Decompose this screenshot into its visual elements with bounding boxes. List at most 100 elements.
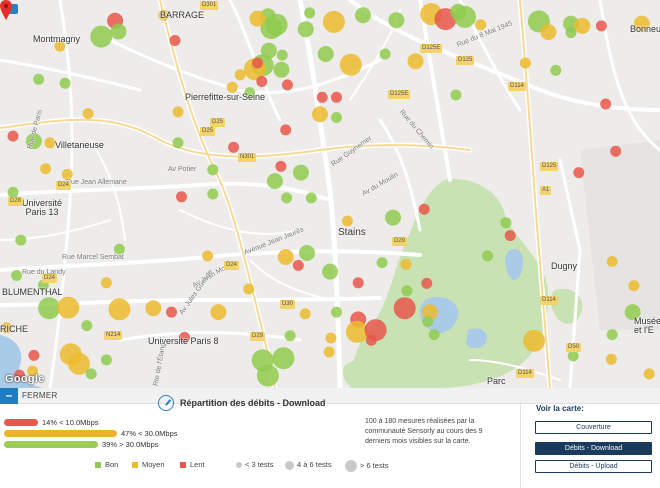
measurement-dot-bon[interactable]: [265, 13, 288, 36]
measurement-dot-bon[interactable]: [450, 89, 462, 101]
measurement-dot-moyen[interactable]: [574, 17, 591, 34]
measurement-dot-moyen[interactable]: [407, 53, 424, 70]
measurement-dot-moyen[interactable]: [400, 258, 412, 270]
measurement-dot-lent[interactable]: [281, 79, 293, 91]
measurement-dot-lent[interactable]: [14, 369, 25, 381]
measurement-dot-moyen[interactable]: [1, 322, 12, 334]
measurement-dot-bon[interactable]: [85, 368, 97, 380]
measurement-dot-bon[interactable]: [33, 73, 45, 85]
measurement-dot-bon[interactable]: [100, 354, 112, 366]
measurement-dot-moyen[interactable]: [158, 9, 170, 21]
location-pin-icon[interactable]: [0, 0, 12, 20]
download-button[interactable]: Débits - Download: [535, 442, 652, 455]
measurement-dot-lent[interactable]: [280, 124, 292, 136]
measurement-dot-moyen[interactable]: [633, 15, 650, 32]
upload-button[interactable]: Débits - Upload: [535, 460, 652, 473]
measurement-dot-bon[interactable]: [272, 347, 295, 370]
measurement-dot-bon[interactable]: [292, 164, 309, 181]
measurement-dot-lent[interactable]: [595, 20, 607, 32]
map-canvas[interactable]: [0, 0, 660, 388]
measurement-dot-bon[interactable]: [355, 7, 371, 24]
coverage-button[interactable]: Couverture: [535, 421, 652, 434]
measurement-dot-bon[interactable]: [281, 192, 293, 204]
measurement-dot-bon[interactable]: [207, 164, 219, 176]
measurement-dot-lent[interactable]: [352, 277, 364, 289]
measurement-dot-lent[interactable]: [393, 297, 416, 320]
measurement-dot-bon[interactable]: [376, 257, 388, 269]
measurement-dot-moyen[interactable]: [202, 250, 214, 262]
measurement-dot-bon[interactable]: [7, 186, 19, 198]
measurement-dot-lent[interactable]: [7, 130, 19, 142]
measurement-dot-moyen[interactable]: [345, 320, 368, 343]
measurement-dot-moyen[interactable]: [249, 10, 266, 27]
measurement-dot-bon[interactable]: [25, 133, 42, 150]
measurement-dot-bon[interactable]: [273, 61, 290, 78]
measurement-dot-moyen[interactable]: [312, 106, 328, 123]
measurement-dot-bon[interactable]: [207, 188, 219, 200]
measurement-dot-moyen[interactable]: [421, 304, 438, 321]
measurement-dot-lent[interactable]: [421, 277, 433, 289]
measurement-dot-bon[interactable]: [482, 250, 494, 262]
measurement-dot-moyen[interactable]: [339, 53, 362, 76]
measurement-dot-moyen[interactable]: [323, 346, 335, 358]
measurement-dot-moyen[interactable]: [322, 10, 345, 33]
measurement-dot-moyen[interactable]: [243, 283, 255, 295]
measurement-dot-bon[interactable]: [401, 285, 413, 297]
measurement-dot-bon[interactable]: [624, 304, 641, 321]
measurement-dot-bon[interactable]: [385, 209, 401, 226]
measurement-dot-moyen[interactable]: [61, 168, 73, 180]
measurement-dot-lent[interactable]: [292, 259, 304, 271]
measurement-dot-bon[interactable]: [256, 364, 279, 387]
measurement-dot-bon[interactable]: [11, 270, 22, 281]
measurement-dot-lent[interactable]: [169, 35, 181, 46]
close-button[interactable]: –: [0, 388, 18, 404]
measurement-dot-bon[interactable]: [244, 87, 256, 99]
measurement-dot-moyen[interactable]: [325, 332, 337, 344]
map-view[interactable]: BARRAGE Montmagny Pierrefitte-sur-Seine …: [0, 0, 660, 388]
measurement-dot-bon[interactable]: [331, 112, 342, 123]
measurement-dot-lent[interactable]: [504, 230, 516, 242]
measurement-dot-bon[interactable]: [276, 49, 288, 61]
measurement-dot-moyen[interactable]: [108, 298, 131, 321]
measurement-dot-bon[interactable]: [331, 306, 342, 318]
measurement-dot-moyen[interactable]: [145, 300, 162, 317]
measurement-dot-bon[interactable]: [15, 234, 27, 246]
measurement-dot-bon[interactable]: [317, 46, 334, 62]
measurement-dot-moyen[interactable]: [540, 24, 557, 41]
measurement-dot-moyen[interactable]: [44, 137, 56, 149]
measurement-dot-bon[interactable]: [90, 25, 113, 48]
measurement-dot-moyen[interactable]: [40, 163, 52, 175]
measurement-dot-lent[interactable]: [166, 306, 177, 318]
measurement-dot-lent[interactable]: [252, 57, 263, 69]
measurement-dot-bon[interactable]: [422, 316, 434, 328]
measurement-dot-bon[interactable]: [266, 173, 283, 190]
measurement-dot-moyen[interactable]: [234, 69, 246, 81]
measurement-dot-bon[interactable]: [388, 12, 405, 29]
measurement-dot-moyen[interactable]: [341, 215, 353, 227]
measurement-dot-moyen[interactable]: [226, 81, 238, 93]
measurement-dot-moyen[interactable]: [523, 329, 546, 352]
measurement-dot-lent[interactable]: [331, 91, 342, 103]
measurement-dot-moyen[interactable]: [27, 365, 39, 377]
measurement-dot-moyen[interactable]: [519, 57, 531, 69]
measurement-dot-lent[interactable]: [28, 349, 40, 361]
measurement-dot-lent[interactable]: [275, 160, 287, 172]
measurement-dot-bon[interactable]: [567, 350, 579, 362]
measurement-dot-moyen[interactable]: [68, 352, 90, 375]
measurement-dot-bon[interactable]: [305, 192, 317, 204]
measurement-dot-bon[interactable]: [299, 245, 315, 261]
measurement-dot-lent[interactable]: [364, 319, 387, 342]
measurement-dot-moyen[interactable]: [54, 40, 66, 52]
measurement-dot-moyen[interactable]: [57, 296, 80, 319]
measurement-dot-moyen[interactable]: [605, 353, 617, 365]
measurement-dot-bon[interactable]: [550, 64, 562, 76]
measurement-dot-bon[interactable]: [172, 137, 184, 149]
close-label[interactable]: FERMER: [22, 391, 58, 400]
measurement-dot-moyen[interactable]: [100, 277, 112, 289]
measurement-dot-moyen[interactable]: [277, 249, 294, 265]
measurement-dot-moyen[interactable]: [210, 304, 227, 321]
measurement-dot-bon[interactable]: [59, 77, 71, 89]
measurement-dot-lent[interactable]: [610, 145, 622, 157]
measurement-dot-bon[interactable]: [297, 21, 314, 38]
measurement-dot-moyen[interactable]: [643, 368, 655, 380]
